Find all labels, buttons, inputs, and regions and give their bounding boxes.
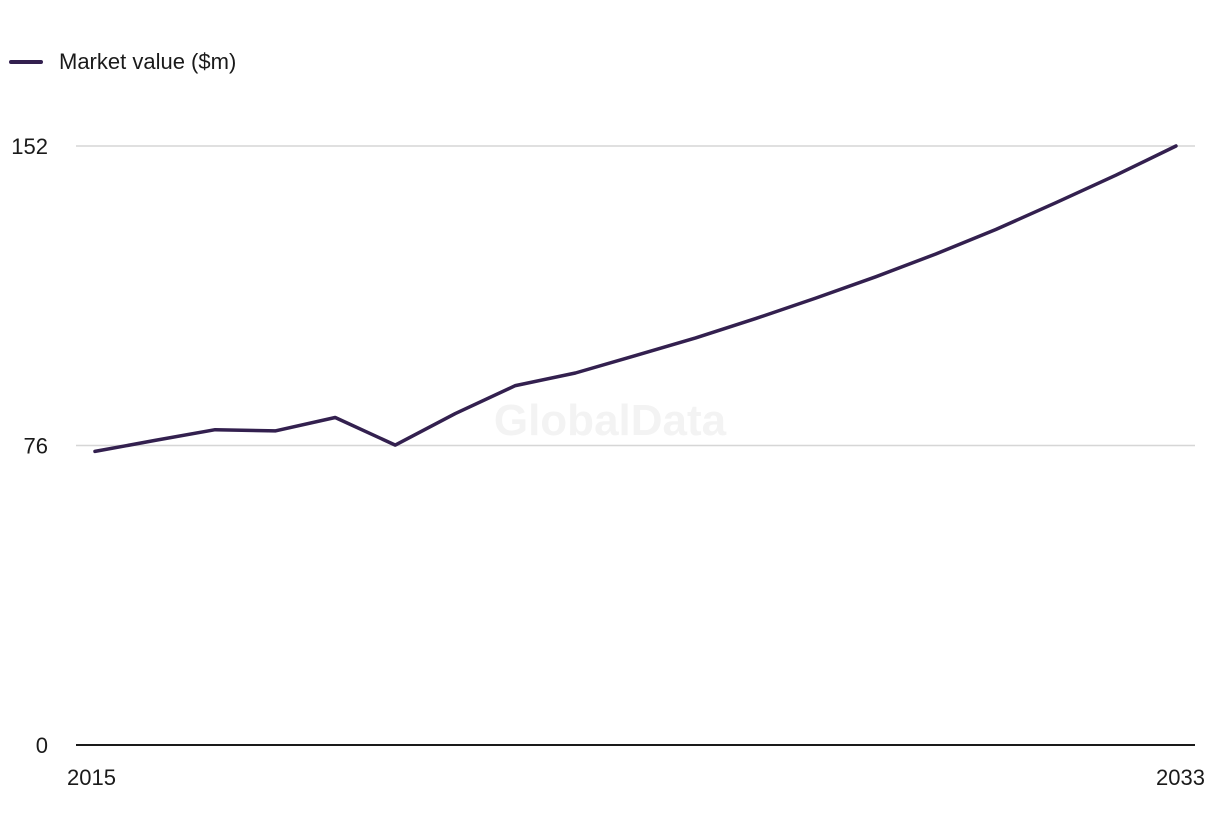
data-point-2020 — [393, 443, 397, 447]
data-point-2031 — [1054, 201, 1058, 205]
data-point-2019 — [333, 416, 337, 420]
data-point-2016 — [153, 438, 157, 442]
y-tick-label-0: 0 — [36, 733, 48, 758]
data-point-2032 — [1114, 173, 1118, 177]
data-point-2029 — [934, 252, 938, 256]
watermark: GlobalData — [494, 396, 727, 445]
data-point-2023 — [573, 371, 577, 375]
y-tick-label-76: 76 — [24, 434, 48, 459]
y-tick-label-152: 152 — [11, 134, 48, 159]
data-point-2022 — [513, 384, 517, 388]
x-tick-label-2033: 2033 — [1156, 765, 1205, 790]
series-group — [93, 144, 1178, 454]
data-point-2024 — [634, 354, 638, 358]
legend-label: Market value ($m) — [59, 49, 236, 74]
data-point-2017 — [213, 428, 217, 432]
gridlines — [76, 145, 1195, 447]
data-point-2033 — [1174, 144, 1178, 148]
data-point-2021 — [453, 412, 457, 416]
data-point-2025 — [694, 336, 698, 340]
data-point-2018 — [273, 429, 277, 433]
data-point-2027 — [814, 296, 818, 300]
x-tick-label-2015: 2015 — [67, 765, 116, 790]
data-point-2026 — [754, 317, 758, 321]
y-axis-ticks: 0 76 152 — [11, 134, 48, 758]
series-line-0 — [93, 144, 1178, 454]
data-point-2028 — [874, 275, 878, 279]
x-axis-ticks: 2015 2033 — [67, 765, 1205, 790]
data-point-2030 — [994, 228, 998, 232]
legend: Market value ($m) — [9, 49, 236, 74]
data-point-2015 — [93, 449, 97, 453]
